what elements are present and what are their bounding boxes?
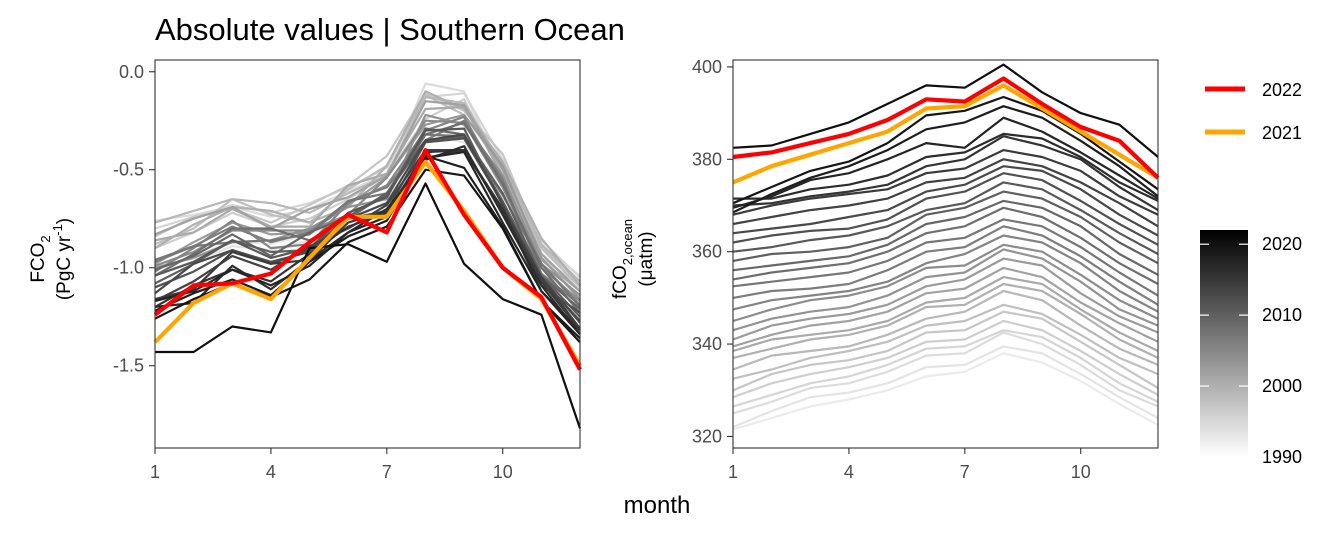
colorbar-ticks: 2020 2010 2000 1990 [1200,234,1302,467]
fco2-y-title-line1: FCO2 [28,235,53,282]
fco2-ocean-line-1999 [732,276,1159,353]
fco2-ocean-line-2022 [732,76,1160,180]
fco2-x-tick-label: 4 [266,462,276,482]
fco2-ocean-line-2014 [732,149,1159,216]
fco2-ocean-line-2011 [732,172,1159,246]
fco2-y-title-line2: (PgC yr-1) [50,218,75,300]
fco2-ocean-line-1995 [732,310,1159,392]
fco2-ocean-line-2021 [732,83,1160,185]
fco2-ocean-x-tick-label: 10 [1071,462,1091,482]
fco2-ocean-y-title-line1: fCO2,ocean [610,219,635,299]
legend: 2022 2021 2020 2010 2000 1990 [1200,80,1302,467]
legend-label-2022: 2022 [1262,80,1302,100]
fco2-x-tick-label: 1 [150,462,160,482]
fco2-x-tick-label: 7 [382,462,392,482]
fco2-line-2022 [153,148,582,371]
colorbar-tick-label: 2000 [1262,376,1302,396]
colorbar-tick-label: 1990 [1262,447,1302,467]
fco2-ocean-x-tick-label: 1 [728,462,738,482]
fco2-ocean-line-1992 [732,331,1159,415]
fco2-ocean-line-2017 [732,116,1159,209]
fco2-ocean-line-2015 [732,135,1159,212]
panel-fco2-ocean: 400 380 360 340 320 1 4 7 10 fCO2,ocean (μatm) [610,57,1160,482]
fco2-ocean-y-axis: 400 380 360 340 320 [692,57,733,446]
fco2-ocean-line-2010 [732,181,1159,255]
fco2-ocean-line-2018 [732,105,1159,214]
panel-fco2: 0.0 -0.5 -1.0 -1.5 1 4 7 10 FCO2 (PgC yr-1) [28,59,582,482]
fco2-y-axis-title: FCO2 (PgC yr-1) [28,218,75,300]
fco2-lines [153,82,582,429]
fco2-ocean-line-2020 [732,63,1159,158]
x-axis-title: month [624,492,691,519]
fco2-ocean-line-2003 [732,243,1159,323]
fco2-y-tick-label: -0.5 [113,160,144,180]
colorbar [1200,230,1248,457]
fco2-ocean-line-2013 [732,158,1159,228]
fco2-ocean-x-tick-label: 4 [844,462,854,482]
fco2-ocean-line-2016 [733,132,1159,202]
fco2-ocean-line-1998 [732,282,1159,359]
fco2-ocean-line-1993 [732,329,1159,408]
fco2-y-axis: 0.0 -0.5 -1.0 -1.5 [113,62,155,376]
fco2-ocean-x-axis: 1 4 7 10 [728,448,1091,482]
fco2-ocean-line-1990 [732,352,1159,431]
legend-label-2021: 2021 [1262,123,1302,143]
fco2-line-2016 [154,145,581,335]
colorbar-tick-label: 2010 [1262,305,1302,325]
fco2-x-axis: 1 4 7 10 [150,448,513,482]
fco2-y-tick-label: -1.0 [113,258,144,278]
fco2-ocean-line-2009 [732,190,1159,265]
fco2-ocean-y-title-line2: (μatm) [636,231,657,286]
fco2-ocean-y-tick-label: 320 [692,426,722,446]
fco2-ocean-y-tick-label: 400 [692,57,722,77]
chart-title: Absolute values | Southern Ocean [155,12,625,47]
fco2-ocean-line-1997 [732,289,1159,371]
fco2-ocean-line-1996 [732,303,1159,380]
fco2-ocean-line-1994 [732,319,1159,399]
fco2-line-2012 [154,133,581,324]
fco2-ocean-line-2002 [732,248,1159,332]
fco2-y-tick-label: 0.0 [119,62,144,82]
fco2-ocean-y-tick-label: 340 [692,334,722,354]
fco2-ocean-line-2008 [732,199,1159,276]
fco2-ocean-y-tick-label: 360 [692,242,722,262]
fco2-ocean-line-2001 [732,257,1159,341]
fco2-x-tick-label: 10 [493,462,513,482]
fco2-line-2020 [155,182,582,429]
fco2-ocean-line-2012 [732,165,1159,237]
fco2-ocean-panel-border [732,59,1159,449]
fco2-ocean-line-2000 [732,266,1159,348]
fco2-ocean-line-1991 [732,345,1159,429]
fco2-ocean-y-tick-label: 380 [692,149,722,169]
fco2-panel-border [154,59,581,449]
colorbar-tick-label: 2020 [1262,234,1302,254]
fco2-ocean-line-2019 [732,95,1159,205]
fco2-ocean-y-axis-title: fCO2,ocean (μatm) [610,219,657,299]
fco2-ocean-line-2007 [732,206,1159,285]
fco2-y-tick-label: -1.5 [113,356,144,376]
fco2-ocean-line-2004 [732,234,1159,313]
fco2-ocean-x-tick-label: 7 [960,462,970,482]
fco2-ocean-lines [732,63,1160,431]
fco2-ocean-line-2006 [732,218,1159,297]
fco2-ocean-line-2005 [732,225,1159,306]
